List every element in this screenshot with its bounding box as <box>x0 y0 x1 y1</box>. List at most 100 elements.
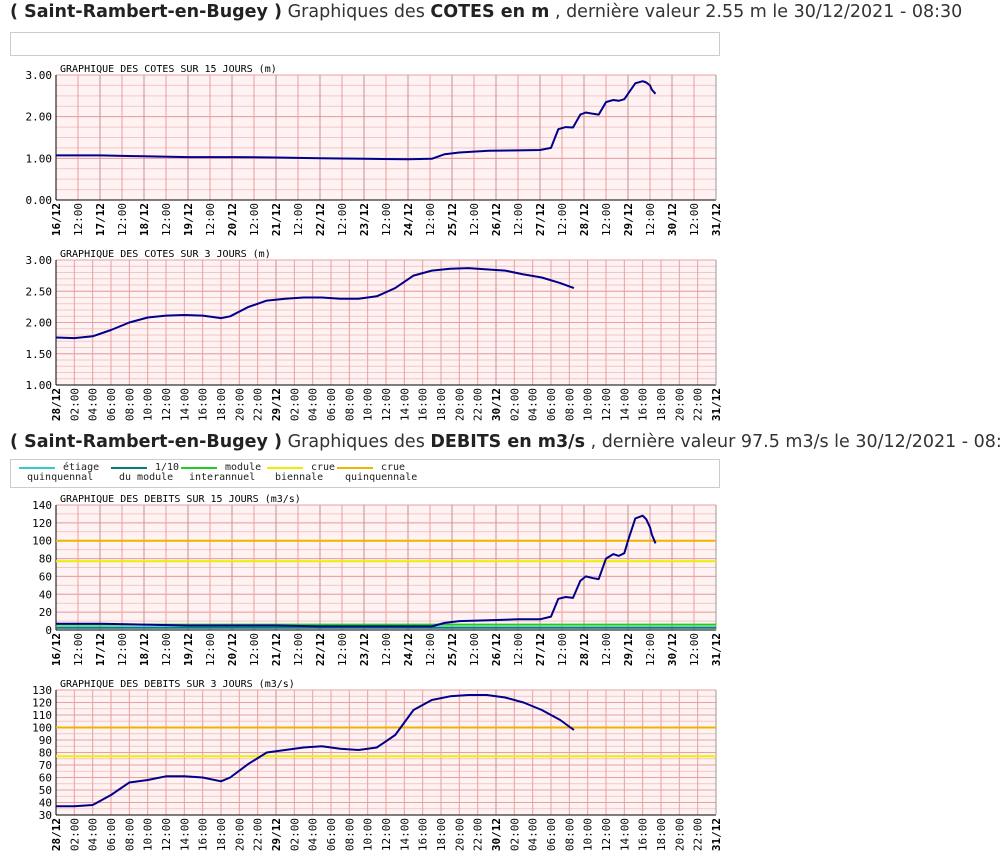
header-last-value: , dernière valeur 2.55 m le 30/12/2021 -… <box>554 2 963 22</box>
x-tick-label: 10:00 <box>362 388 375 421</box>
chart-title: GRAPHIQUE DES COTES SUR 3 JOURS (m) <box>60 249 271 260</box>
legend-swatch <box>19 467 55 469</box>
x-tick-label: 12:00 <box>336 203 349 236</box>
y-tick-label: 0.00 <box>26 194 53 207</box>
x-tick-label: 12:00 <box>380 818 393 851</box>
chart-title: GRAPHIQUE DES COTES SUR 15 JOURS (m) <box>60 64 277 75</box>
header-prefix: Graphiques des <box>287 432 425 452</box>
legend-label: quinquennal <box>27 472 94 483</box>
y-tick-label: 40 <box>39 588 52 601</box>
x-tick-label: 12:00 <box>248 203 261 236</box>
x-tick-label: 22:00 <box>472 388 485 421</box>
x-tick-label: 12:00 <box>600 388 613 421</box>
header-last-value: , dernière valeur 97.5 m3/s le 30/12/202… <box>590 432 1003 452</box>
x-tick-label: 29/12 <box>270 388 283 421</box>
x-tick-label: 10:00 <box>582 388 595 421</box>
x-tick-label: 12:00 <box>512 203 525 236</box>
x-tick-label: 06:00 <box>545 388 558 421</box>
x-tick-label: 23/12 <box>358 203 371 236</box>
x-tick-label: 12:00 <box>688 633 701 666</box>
x-tick-label: 20:00 <box>673 388 686 421</box>
legend-label: biennale <box>275 472 324 483</box>
x-tick-label: 12:00 <box>336 633 349 666</box>
x-tick-label: 06:00 <box>105 388 118 421</box>
x-tick-label: 31/12 <box>710 633 723 666</box>
y-tick-label: 2.00 <box>26 317 53 330</box>
y-tick-label: 90 <box>39 734 52 747</box>
legend-label: 1/10 <box>155 462 180 473</box>
x-tick-label: 29/12 <box>270 818 283 851</box>
y-tick-label: 2.50 <box>26 285 53 298</box>
x-tick-label: 20/12 <box>226 633 239 666</box>
x-tick-label: 12:00 <box>512 633 525 666</box>
x-tick-label: 12:00 <box>380 203 393 236</box>
x-tick-label: 12:00 <box>424 633 437 666</box>
x-tick-label: 12:00 <box>204 633 217 666</box>
x-tick-label: 25/12 <box>446 633 459 666</box>
x-tick-label: 16:00 <box>417 388 430 421</box>
y-tick-label: 20 <box>39 606 52 619</box>
x-tick-label: 02:00 <box>508 388 521 421</box>
x-tick-label: 18:00 <box>655 388 668 421</box>
y-tick-label: 3.00 <box>26 254 53 267</box>
x-tick-label: 26/12 <box>490 633 503 666</box>
x-tick-label: 16:00 <box>197 818 210 851</box>
x-tick-label: 14:00 <box>178 818 191 851</box>
x-tick-label: 12:00 <box>556 203 569 236</box>
x-tick-label: 31/12 <box>710 203 723 236</box>
x-tick-label: 31/12 <box>710 818 723 851</box>
x-tick-label: 12:00 <box>644 633 657 666</box>
x-tick-label: 14:00 <box>178 388 191 421</box>
y-tick-label: 0 <box>45 624 52 637</box>
chart-debits-15-jours: 0 20 40 60 80 100 120 140 16/12 12:00 17/12 12:00 18… <box>32 494 723 666</box>
x-tick-label: 22:00 <box>472 818 485 851</box>
x-tick-label: 10:00 <box>362 818 375 851</box>
y-tick-label: 1.50 <box>26 348 53 361</box>
x-tick-label: 16/12 <box>50 633 63 666</box>
legend-label: module <box>225 462 262 473</box>
x-tick-label: 12:00 <box>644 203 657 236</box>
x-tick-label: 16:00 <box>417 818 430 851</box>
x-tick-label: 04:00 <box>87 388 100 421</box>
x-tick-label: 04:00 <box>307 388 320 421</box>
y-tick-label: 70 <box>39 759 52 772</box>
x-tick-label: 14:00 <box>618 388 631 421</box>
x-tick-label: 22:00 <box>252 388 265 421</box>
section-header-debits: ( Saint-Rambert-en-Bugey ) Graphiques de… <box>10 432 1003 452</box>
x-tick-label: 10:00 <box>142 818 155 851</box>
y-tick-label: 120 <box>32 697 52 710</box>
x-tick-label: 08:00 <box>563 388 576 421</box>
x-tick-label: 12:00 <box>468 203 481 236</box>
legend-box-empty <box>10 32 720 56</box>
x-tick-label: 27/12 <box>534 633 547 666</box>
x-tick-label: 12:00 <box>292 633 305 666</box>
y-tick-label: 100 <box>32 722 52 735</box>
x-tick-label: 12:00 <box>116 203 129 236</box>
x-tick-label: 17/12 <box>94 633 107 666</box>
x-tick-label: 20:00 <box>453 818 466 851</box>
x-tick-label: 12:00 <box>380 388 393 421</box>
x-tick-label: 02:00 <box>288 388 301 421</box>
y-tick-label: 80 <box>39 553 52 566</box>
y-tick-label: 2.00 <box>26 111 53 124</box>
legend-swatch <box>181 467 217 469</box>
x-tick-label: 12:00 <box>380 633 393 666</box>
x-tick-label: 06:00 <box>325 818 338 851</box>
legend-label: étiage <box>63 462 100 473</box>
x-tick-label: 12:00 <box>248 633 261 666</box>
x-tick-label: 28/12 <box>578 203 591 236</box>
chart-title: GRAPHIQUE DES DEBITS SUR 15 JOURS (m3/s) <box>60 494 301 505</box>
x-tick-label: 12:00 <box>72 203 85 236</box>
x-tick-label: 22/12 <box>314 203 327 236</box>
x-tick-label: 16:00 <box>637 818 650 851</box>
chart-cotes-15-jours: 0.00 1.00 2.00 3.00 16/12 12:00 17/12 12:00 18/1… <box>26 64 724 236</box>
threshold-legend: étiage quinquennal 1/10 du module module… <box>10 459 720 488</box>
x-tick-label: 18:00 <box>435 388 448 421</box>
x-tick-label: 30/12 <box>490 388 503 421</box>
legend-item-crue-quinquennale: crue quinquennale <box>337 463 417 483</box>
x-tick-label: 08:00 <box>343 388 356 421</box>
y-tick-label: 80 <box>39 747 52 760</box>
x-tick-label: 18:00 <box>435 818 448 851</box>
x-tick-label: 18:00 <box>655 818 668 851</box>
